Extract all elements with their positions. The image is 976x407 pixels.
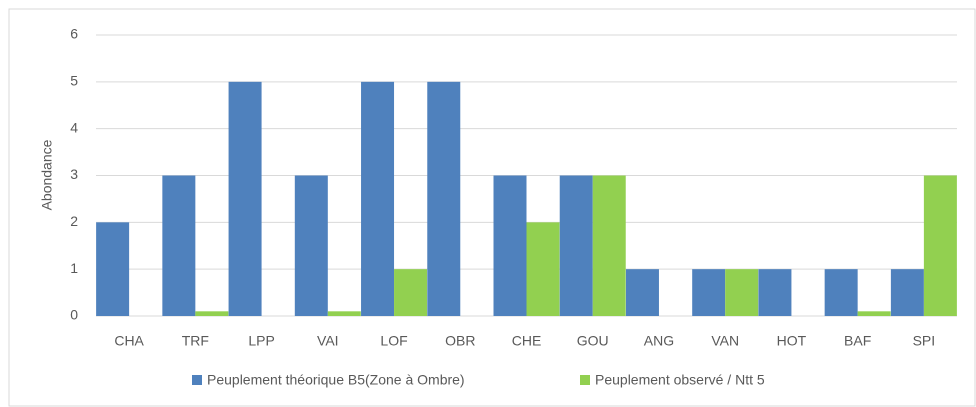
x-tick-label: ANG: [644, 333, 674, 349]
y-axis-label: Abondance: [39, 139, 55, 210]
bar: [824, 269, 858, 316]
bar: [526, 222, 560, 316]
bar: [96, 222, 130, 316]
y-tick-label: 3: [70, 166, 78, 182]
x-tick-label: VAI: [317, 333, 339, 349]
bar: [162, 175, 196, 316]
x-tick-label: LPP: [248, 333, 274, 349]
legend-swatch: [192, 375, 202, 385]
bar: [327, 311, 361, 316]
bar: [857, 311, 891, 316]
y-tick-label: 0: [70, 307, 78, 323]
bar: [493, 175, 527, 316]
bar: [559, 175, 593, 316]
bar: [592, 175, 626, 316]
x-tick-label: LOF: [380, 333, 407, 349]
y-tick-label: 4: [70, 119, 78, 135]
legend-swatch: [580, 375, 590, 385]
x-tick-label: GOU: [577, 333, 609, 349]
bar: [625, 269, 659, 316]
x-tick-label: SPI: [913, 333, 936, 349]
bar: [758, 269, 792, 316]
y-tick-label: 6: [70, 26, 78, 42]
bar: [725, 269, 759, 316]
x-tick-label: VAN: [711, 333, 739, 349]
bar: [394, 269, 428, 316]
x-tick-label: HOT: [777, 333, 807, 349]
legend-label: Peuplement observé / Ntt 5: [595, 372, 765, 388]
x-tick-label: CHE: [512, 333, 542, 349]
bar: [195, 311, 229, 316]
x-tick-label: TRF: [182, 333, 209, 349]
x-tick-label: BAF: [844, 333, 871, 349]
x-tick-label: CHA: [114, 333, 144, 349]
bar: [692, 269, 726, 316]
legend-label: Peuplement théorique B5(Zone à Ombre): [207, 372, 465, 388]
bar: [427, 81, 461, 316]
y-tick-label: 5: [70, 73, 78, 89]
y-tick-label: 1: [70, 260, 78, 276]
chart-frame: [8, 8, 976, 407]
y-tick-label: 2: [70, 213, 78, 229]
bar: [890, 269, 924, 316]
bar: [228, 81, 262, 316]
x-tick-label: OBR: [445, 333, 475, 349]
bar: [294, 175, 328, 316]
bar: [923, 175, 957, 316]
bar: [361, 81, 395, 316]
